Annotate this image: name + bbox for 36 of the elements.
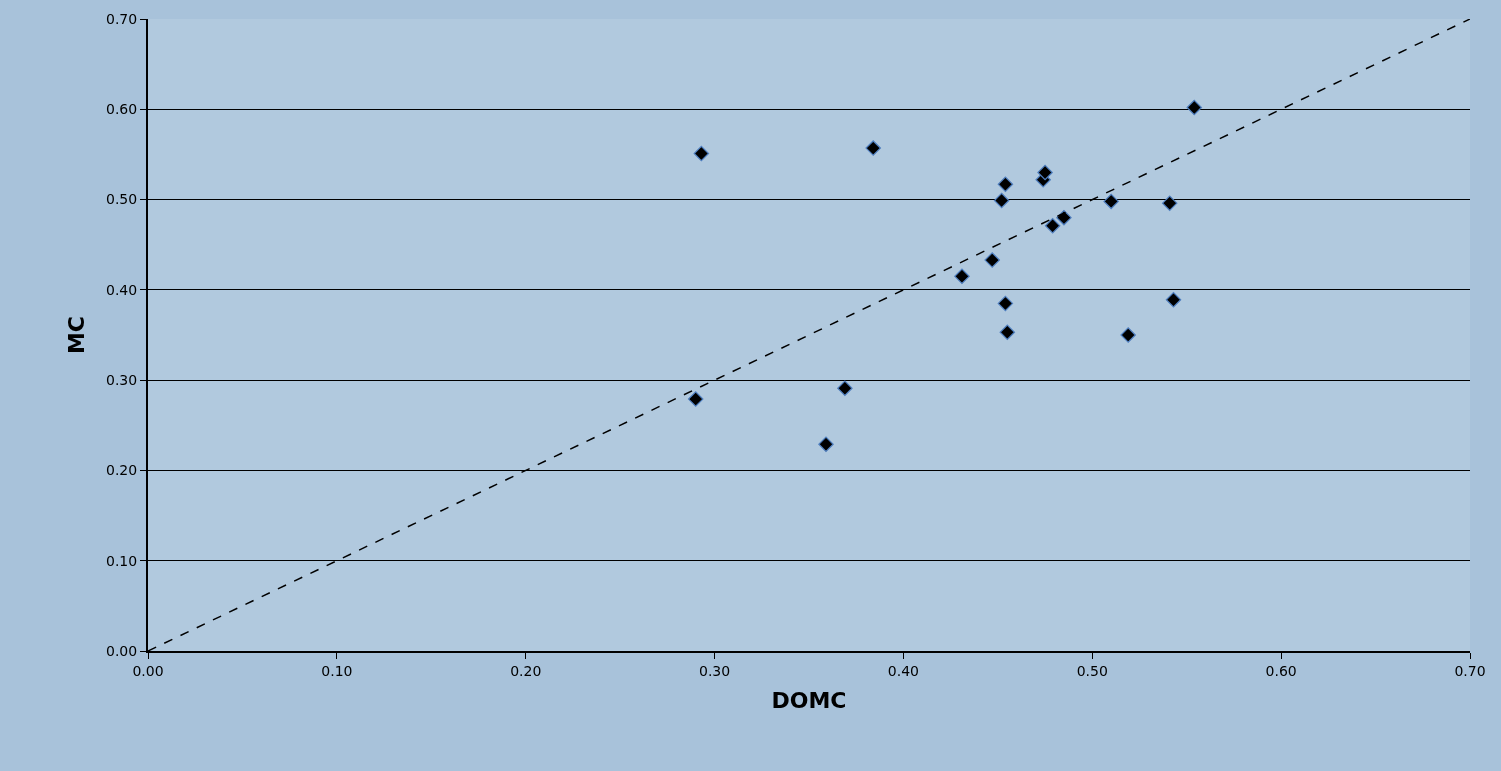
x-tick-label: 0.40 (887, 662, 920, 679)
x-tick-label: 0.00 (132, 662, 164, 679)
x-tick-label: 0.20 (510, 662, 542, 679)
point (687, 391, 704, 407)
point (1044, 218, 1061, 234)
x-tick-label: 0.10 (321, 662, 353, 679)
y-tick-label: 0.30 (106, 372, 138, 389)
point (954, 268, 970, 285)
point (997, 176, 1014, 192)
point (999, 324, 1016, 341)
x-tick-label: 0.30 (698, 662, 731, 679)
point (1165, 292, 1182, 308)
x-axis-title: DOMC (771, 688, 847, 714)
x-tick-label: 0.50 (1076, 662, 1108, 679)
point (837, 380, 853, 397)
y-axis-title: MC (64, 315, 90, 355)
point (984, 252, 1000, 268)
y-tick-label: 0.50 (106, 191, 138, 208)
x-tick-label: 0.70 (1454, 662, 1486, 679)
y-tick-label: 0.40 (106, 281, 138, 298)
point (993, 192, 1010, 209)
y-tick-label: 0.10 (106, 552, 138, 569)
y-tick-label: 0.70 (106, 10, 138, 27)
y-tick-label: 0.00 (106, 642, 138, 659)
x-tick-label: 0.60 (1265, 662, 1297, 679)
point (1103, 193, 1119, 210)
point (1186, 99, 1203, 116)
point (1037, 164, 1053, 181)
y-tick-label: 0.20 (106, 462, 138, 479)
point (997, 295, 1014, 312)
point (1161, 195, 1178, 211)
point (818, 436, 834, 452)
point (865, 140, 881, 156)
point (1120, 327, 1136, 343)
point (693, 145, 710, 162)
y-tick-label: 0.60 (106, 101, 138, 118)
